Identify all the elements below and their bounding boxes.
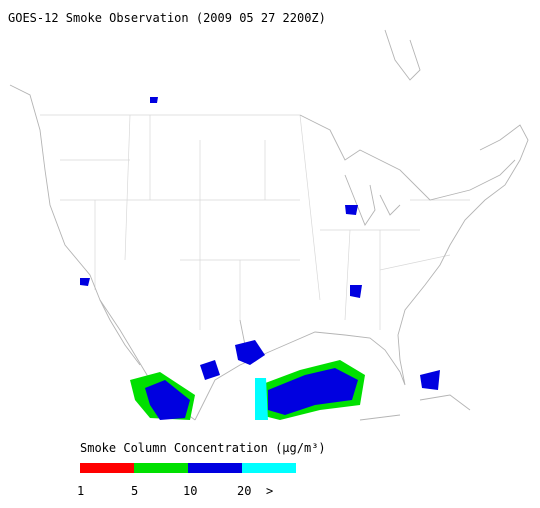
smoke-areas [80, 97, 440, 420]
smoke-area [150, 97, 158, 103]
colorbar-tick-label: > [266, 484, 273, 498]
smoke-area [255, 378, 268, 420]
smoke-area [235, 340, 265, 365]
smoke-area [145, 380, 190, 420]
colorbar-segment [188, 463, 242, 473]
colorbar-segment [242, 463, 296, 473]
colorbar-tick-label: 1 [77, 484, 84, 498]
smoke-area [350, 285, 362, 298]
colorbar-tick-label: 5 [131, 484, 138, 498]
colorbar-segment [134, 463, 188, 473]
title: GOES-12 Smoke Observation (2009 05 27 22… [8, 11, 326, 25]
colorbar-segment [80, 463, 134, 473]
colorbar-ticks: 1 5 10 20 > [77, 484, 273, 498]
smoke-area [268, 368, 358, 415]
colorbar [80, 463, 296, 473]
legend-label: Smoke Column Concentration (μg/m³) [80, 441, 326, 455]
colorbar-tick-label: 20 [237, 484, 251, 498]
smoke-area [345, 205, 358, 215]
state-borders [40, 114, 470, 330]
smoke-area [420, 370, 440, 390]
smoke-area [200, 360, 220, 380]
smoke-area [80, 278, 90, 286]
colorbar-tick-label: 10 [183, 484, 197, 498]
